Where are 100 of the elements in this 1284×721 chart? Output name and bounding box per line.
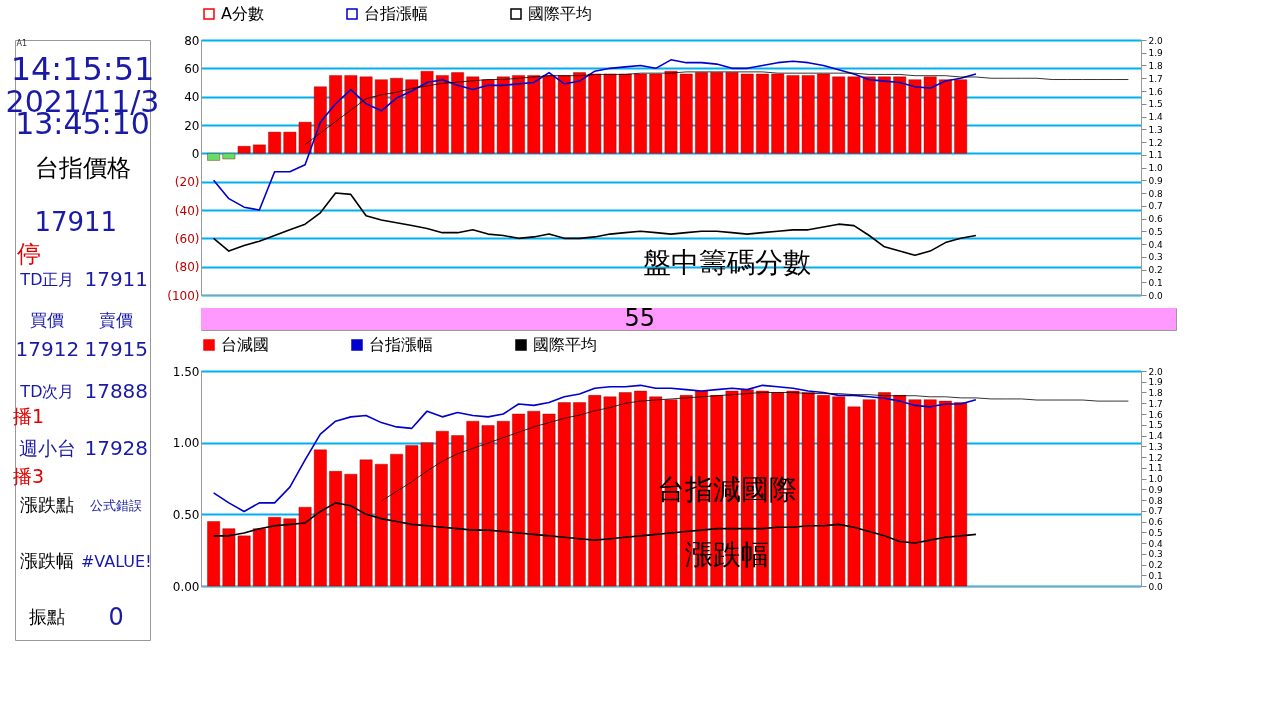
- y-tick-label: 0: [191, 146, 200, 161]
- y-tick-label: 60: [184, 61, 200, 76]
- y2-tick-label: 0.6: [1148, 517, 1164, 527]
- text: 停: [16, 239, 41, 268]
- bar: [313, 86, 327, 154]
- bar: [207, 153, 220, 161]
- y2-tick-label: 0.2: [1148, 560, 1163, 570]
- text: 17911: [34, 207, 118, 237]
- y2-tick-label: 0.4: [1148, 239, 1164, 250]
- y2-tick-label: 0.2: [1148, 265, 1163, 275]
- y2-tick-label: 1.1: [1148, 150, 1163, 161]
- bar: [374, 79, 388, 154]
- text: A1: [16, 39, 28, 49]
- text: 週小台: [18, 437, 76, 460]
- y2-tick-label: 0.0: [1148, 290, 1164, 301]
- y-tick-label: (80): [174, 260, 200, 275]
- bar: [817, 73, 830, 154]
- y2-tick-label: 2.0: [1148, 35, 1164, 46]
- bar: [313, 449, 327, 587]
- bar: [573, 72, 586, 154]
- y2-tick-label: 1.7: [1148, 73, 1163, 84]
- text: 台指價格: [34, 154, 131, 182]
- y2-tick-label: 0.3: [1148, 252, 1163, 263]
- y2-tick-label: 1.2: [1148, 452, 1163, 463]
- text: TD次月: [19, 382, 75, 402]
- text: 播1: [12, 404, 45, 427]
- text: 17915: [84, 337, 149, 362]
- y2-tick-label: 0.1: [1148, 277, 1163, 288]
- y2-tick-label: 1.7: [1148, 398, 1163, 409]
- y2-tick-label: 1.3: [1148, 124, 1163, 135]
- y2-tick-label: 2.0: [1148, 366, 1164, 377]
- bar: [954, 79, 968, 154]
- y2-tick-label: 1.1: [1148, 463, 1163, 474]
- bar: [390, 453, 403, 587]
- y-tick-label: (60): [174, 231, 200, 246]
- y2-tick-label: 0.8: [1148, 188, 1164, 199]
- bar: [253, 528, 266, 587]
- y2-tick-label: 0.3: [1148, 549, 1163, 560]
- line-series: [304, 71, 1129, 145]
- y2-tick-label: 1.9: [1148, 48, 1164, 59]
- y2-tick-label: 1.6: [1148, 86, 1164, 97]
- legend-label: 台減國: [221, 335, 269, 354]
- y-tick-label: 1.50: [172, 364, 200, 379]
- bar: [512, 75, 525, 154]
- text: TD正月: [19, 270, 75, 289]
- text: 買價: [30, 310, 65, 331]
- y2-tick-label: 1.4: [1148, 112, 1164, 122]
- bar: [756, 73, 769, 154]
- text: 17912: [15, 337, 80, 362]
- bar: [268, 131, 281, 154]
- y2-tick-label: 0.0: [1148, 581, 1164, 592]
- text: 賣價: [99, 310, 134, 331]
- bar: [390, 78, 403, 154]
- legend-label: 國際平均: [528, 4, 592, 23]
- text: 17888: [84, 379, 149, 404]
- y-tick-label: 20: [184, 118, 200, 133]
- y2-tick-label: 1.2: [1148, 137, 1163, 148]
- bar: [954, 402, 968, 587]
- bar: [634, 73, 647, 154]
- y-tick-label: 40: [184, 90, 200, 105]
- bar: [451, 72, 464, 154]
- y2-tick-label: 0.8: [1148, 495, 1164, 506]
- y2-tick-label: 1.6: [1148, 409, 1164, 420]
- y2-tick-label: 1.9: [1148, 377, 1164, 388]
- legend-label: A分數: [221, 4, 264, 23]
- text: 振點: [29, 605, 66, 627]
- bar: [939, 79, 952, 154]
- legend-label: 台指漲幅: [364, 4, 428, 23]
- text: 播3: [12, 464, 45, 487]
- bar: [512, 413, 525, 587]
- bar: [268, 517, 281, 587]
- y2-tick-label: 1.3: [1148, 441, 1163, 452]
- line-series: [380, 392, 1129, 502]
- legend-label: 台指漲幅: [369, 335, 433, 354]
- bar: [374, 463, 388, 587]
- y2-tick-label: 1.8: [1148, 61, 1164, 71]
- y-tick-label: 0.00: [172, 579, 200, 594]
- legend-label: 國際平均: [533, 335, 597, 354]
- y2-tick-label: 1.4: [1148, 431, 1164, 441]
- line-series: [212, 59, 977, 211]
- y2-tick-label: 1.5: [1148, 420, 1163, 431]
- text: 14:15:51: [10, 50, 155, 88]
- line-series: [212, 384, 977, 513]
- y2-tick-label: 1.0: [1148, 474, 1164, 484]
- bar: [878, 76, 891, 154]
- y2-tick-label: 0.5: [1148, 226, 1163, 237]
- y2-tick-label: 0.9: [1148, 484, 1164, 495]
- text: #VALUE!: [80, 552, 152, 571]
- y-tick-label: (20): [174, 175, 200, 190]
- text: 0: [108, 602, 124, 631]
- bar: [634, 390, 647, 587]
- y-tick-label: 80: [184, 33, 200, 48]
- bar: [329, 75, 342, 154]
- y2-tick-label: 0.9: [1148, 175, 1164, 186]
- bar: [878, 392, 891, 587]
- text: 55: [624, 304, 656, 332]
- bar: [939, 400, 952, 587]
- text: 漲跌點: [20, 494, 75, 516]
- y2-tick-label: 1.0: [1148, 163, 1164, 173]
- y2-tick-label: 1.5: [1148, 99, 1163, 110]
